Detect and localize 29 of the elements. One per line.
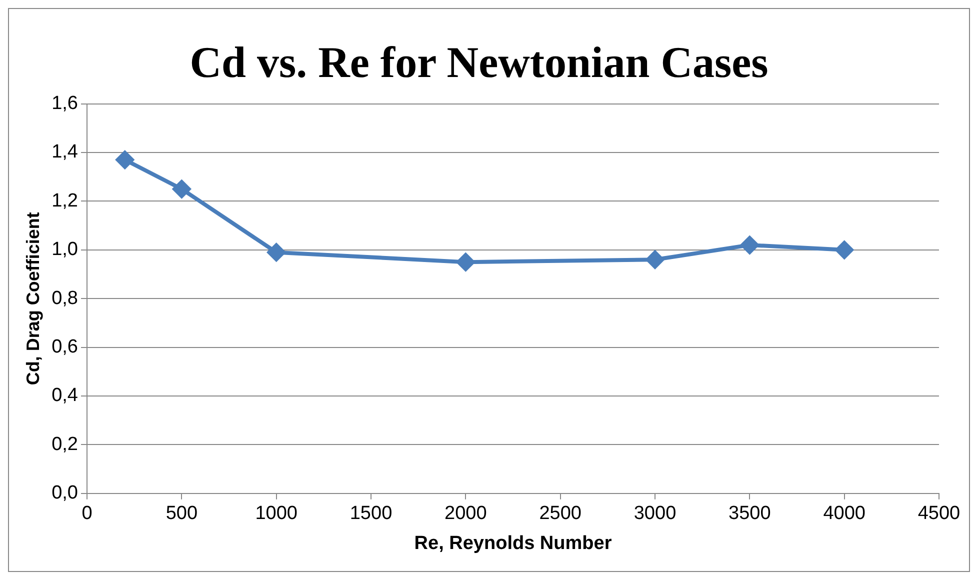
y-axis-title: Cd, Drag Coefficient — [22, 212, 43, 386]
x-tick-label: 4000 — [823, 503, 866, 524]
y-tick-label: 0,2 — [52, 434, 78, 455]
x-tick-label: 3500 — [728, 503, 771, 524]
x-tick-label: 0 — [82, 503, 92, 524]
x-tick-label: 3000 — [634, 503, 676, 524]
x-axis-title: Re, Reynolds Number — [414, 532, 612, 554]
point — [172, 180, 191, 198]
x-tick-label: 1000 — [255, 503, 298, 524]
point — [116, 150, 134, 169]
y-tick-label: 0,6 — [52, 336, 78, 358]
y-tick-label: 1,0 — [52, 239, 78, 260]
x-tick-label: 4500 — [918, 503, 960, 524]
y-tick-label: 1,4 — [52, 142, 78, 163]
point — [267, 243, 286, 262]
y-tick-label: 0,0 — [52, 482, 78, 504]
y-tick-label: 0,4 — [52, 385, 78, 406]
y-tick-label: 1,2 — [52, 190, 78, 212]
y-tick-label: 1,6 — [52, 93, 78, 114]
chart-title: Cd vs. Re for Newtonian Cases — [190, 38, 768, 87]
point — [646, 250, 664, 269]
y-tick-label: 0,8 — [52, 288, 78, 309]
point — [835, 240, 854, 259]
x-tick-label: 500 — [166, 503, 198, 524]
x-tick-label: 2000 — [444, 503, 487, 524]
point — [456, 253, 475, 272]
point — [740, 236, 759, 254]
x-tick-label: 1500 — [350, 503, 392, 524]
x-tick-label: 2500 — [539, 503, 582, 524]
